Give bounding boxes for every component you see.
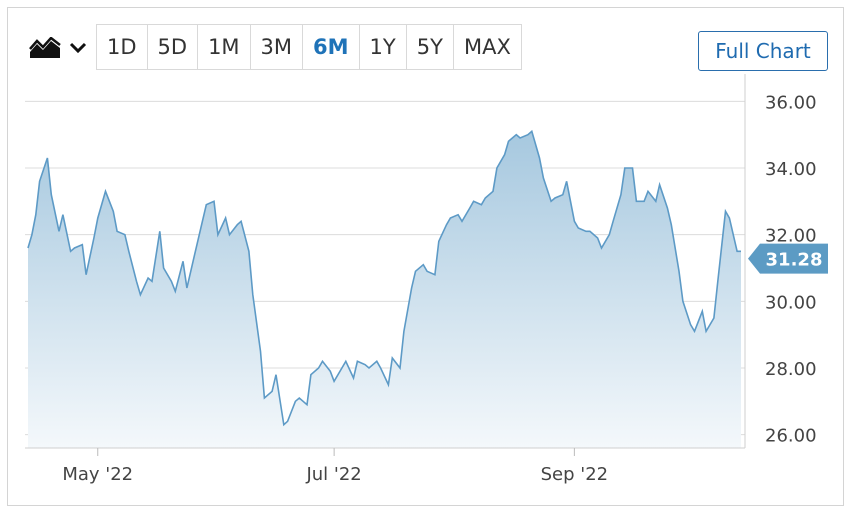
y-tick-label: 26.00 xyxy=(765,426,817,447)
range-button-1y[interactable]: 1Y xyxy=(359,25,407,69)
range-button-5y[interactable]: 5Y xyxy=(406,25,454,69)
y-tick-label: 28.00 xyxy=(765,359,817,380)
range-button-3m[interactable]: 3M xyxy=(250,25,304,69)
range-button-6m[interactable]: 6M xyxy=(303,25,360,69)
range-button-1m[interactable]: 1M xyxy=(198,25,251,69)
range-button-5d[interactable]: 5D xyxy=(147,25,199,69)
y-tick-label: 32.00 xyxy=(765,226,817,247)
range-button-1d[interactable]: 1D xyxy=(97,25,148,69)
full-chart-button[interactable]: Full Chart xyxy=(698,31,828,71)
axes: 26.00 28.00 30.00 32.00 34.00 36.00 May '22 Jul… xyxy=(25,74,817,485)
y-tick-label: 36.00 xyxy=(765,92,817,113)
y-tick-label: 34.00 xyxy=(765,159,817,180)
price-line xyxy=(27,129,741,427)
x-tick-label: Jul '22 xyxy=(305,464,361,485)
price-area xyxy=(28,131,741,449)
last-price-tag: 31.28 xyxy=(748,243,828,274)
area-chart-icon xyxy=(29,37,61,58)
x-tick-label: Sep '22 xyxy=(541,464,609,485)
x-tick-label: May '22 xyxy=(62,464,133,485)
chart-type-selector[interactable] xyxy=(29,33,89,63)
range-button-max[interactable]: MAX xyxy=(453,25,521,69)
chevron-down-icon xyxy=(69,42,87,54)
last-price-label: 31.28 xyxy=(766,250,823,271)
price-tag-shape xyxy=(748,243,828,274)
y-tick-label: 30.00 xyxy=(765,292,817,313)
time-range-selector: 1D 5D 1M 3M 6M 1Y 5Y MAX xyxy=(96,24,522,70)
